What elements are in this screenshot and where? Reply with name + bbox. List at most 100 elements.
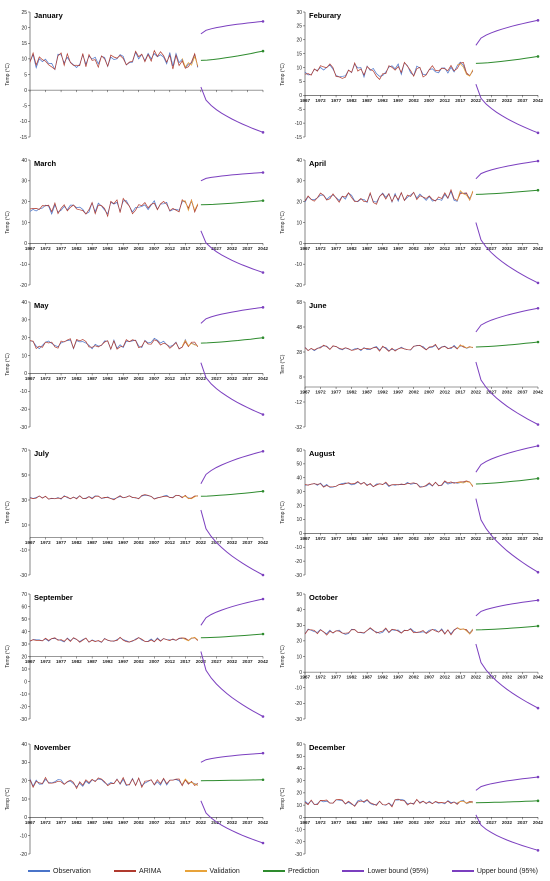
x-tick-label: 2017 (180, 820, 191, 825)
upper-bound-line (200, 450, 264, 485)
y-tick-label: 0 (24, 241, 27, 247)
x-tick-label: 1982 (346, 820, 357, 825)
x-tick-label: 2042 (258, 659, 269, 664)
y-tick-label: 40 (296, 766, 302, 772)
x-tick-label: 2012 (165, 376, 176, 381)
x-tick-label: 2037 (242, 376, 253, 381)
x-tick-label: 1997 (393, 820, 404, 825)
x-tick-label: 2017 (455, 390, 466, 395)
prediction-line (200, 490, 264, 497)
x-tick-label: 1982 (346, 246, 357, 251)
x-tick-label: 2032 (502, 536, 513, 541)
x-tick-label: 2007 (424, 536, 435, 541)
upper-bound-line (200, 20, 264, 35)
x-tick-label: 2037 (517, 98, 528, 103)
x-tick-label: 2022 (196, 540, 207, 545)
validation-line (181, 778, 198, 786)
upper-bound-line (200, 172, 264, 182)
x-tick-label: 1987 (362, 390, 373, 395)
y-tick-label: -10 (295, 686, 302, 692)
lower-bound-end-marker (536, 706, 540, 710)
upper-bound-end-marker (536, 159, 540, 163)
y-tick-label: -15 (295, 135, 302, 141)
y-tick-label: 30 (296, 623, 302, 629)
x-tick-label: 2032 (227, 376, 238, 381)
y-tick-label: 50 (296, 462, 302, 468)
legend-label-arima: ARIMA (139, 867, 162, 875)
lower-bound-end-marker (536, 281, 540, 285)
y-tick-label: 5 (299, 79, 302, 85)
y-tick-label: 10 (21, 353, 27, 359)
y-tick-label: 20 (21, 199, 27, 205)
prediction-line (200, 50, 264, 61)
chart-november: -20 -10 0 10 20 30 40 1967 1972 1977 1982 1987 1992 1… (5, 742, 269, 858)
prediction-line (475, 341, 539, 348)
x-tick-label: 1972 (315, 820, 326, 825)
x-tick-label: 2017 (455, 675, 466, 680)
arima-line (29, 197, 199, 218)
validation-line (181, 339, 198, 347)
x-tick-label: 2012 (165, 246, 176, 251)
y-tick-label: 10 (21, 797, 27, 803)
y-tick-label: 0 (299, 815, 302, 821)
observation-line (304, 61, 474, 79)
y-tick-label: -10 (295, 827, 302, 833)
x-tick-label: 1967 (300, 820, 311, 825)
x-tick-label: 2012 (440, 536, 451, 541)
x-tick-label: 2022 (471, 390, 482, 395)
prediction-line (475, 800, 539, 804)
x-tick-label: 2002 (134, 820, 145, 825)
observation-line (304, 798, 473, 807)
y-axis-label: Temp (°C) (5, 501, 11, 524)
x-tick-label: 1992 (103, 376, 114, 381)
y-tick-label: 10 (296, 654, 302, 660)
y-tick-label: 70 (21, 592, 27, 598)
y-axis-label: Temp (°C) (5, 211, 11, 234)
y-tick-label: 60 (296, 742, 302, 748)
chart-august: -30 -20 -10 0 10 20 30 40 50 60 1967 1972 1977 1982 19… (280, 444, 544, 579)
legend-swatch-observation (28, 870, 50, 872)
x-tick-label: 1982 (71, 820, 82, 825)
y-tick-label: 10 (21, 57, 27, 63)
lower-bound-line (475, 643, 539, 709)
prediction-end-marker (261, 778, 265, 782)
observation-line (29, 337, 198, 351)
x-tick-label: 2032 (502, 98, 513, 103)
arima-line (304, 627, 474, 636)
x-tick-label: 2042 (533, 536, 544, 541)
x-tick-label: 2002 (134, 659, 145, 664)
x-tick-label: 2037 (517, 675, 528, 680)
x-tick-label: 2017 (180, 376, 191, 381)
y-axis-label: Temp (°C) (280, 501, 286, 524)
x-tick-label: 1997 (393, 536, 404, 541)
x-tick-label: 2002 (409, 390, 420, 395)
x-tick-label: 1982 (346, 675, 357, 680)
legend-swatch-upper (451, 870, 474, 872)
x-tick-label: 1972 (315, 246, 326, 251)
validation-line (182, 199, 199, 212)
observation-line (29, 637, 199, 643)
x-tick-label: 2027 (486, 98, 497, 103)
x-tick-label: 1997 (393, 98, 404, 103)
chart-title: April (309, 159, 326, 168)
validation-line (181, 55, 199, 68)
x-tick-label: 1987 (362, 246, 373, 251)
validation-line (456, 627, 474, 635)
y-tick-label: 20 (296, 38, 302, 44)
y-axis-label: Temp (°C) (280, 645, 286, 668)
x-tick-label: 1977 (56, 540, 67, 545)
y-tick-label: -10 (20, 262, 27, 268)
lower-bound-end-marker (261, 131, 265, 134)
y-axis-label: Temp (°C) (5, 63, 11, 86)
x-tick-label: 1992 (103, 659, 114, 664)
y-tick-label: 10 (296, 65, 302, 71)
prediction-end-marker (536, 624, 540, 628)
lower-bound-end-marker (536, 131, 540, 135)
x-tick-label: 1967 (25, 540, 36, 545)
x-tick-label: 2017 (455, 536, 466, 541)
legend-item-validation: Validation (184, 868, 240, 875)
y-tick-label: 30 (21, 642, 27, 648)
lower-bound-end-marker (261, 413, 265, 416)
x-tick-label: 1997 (118, 246, 129, 251)
y-tick-label: 28 (296, 350, 302, 356)
